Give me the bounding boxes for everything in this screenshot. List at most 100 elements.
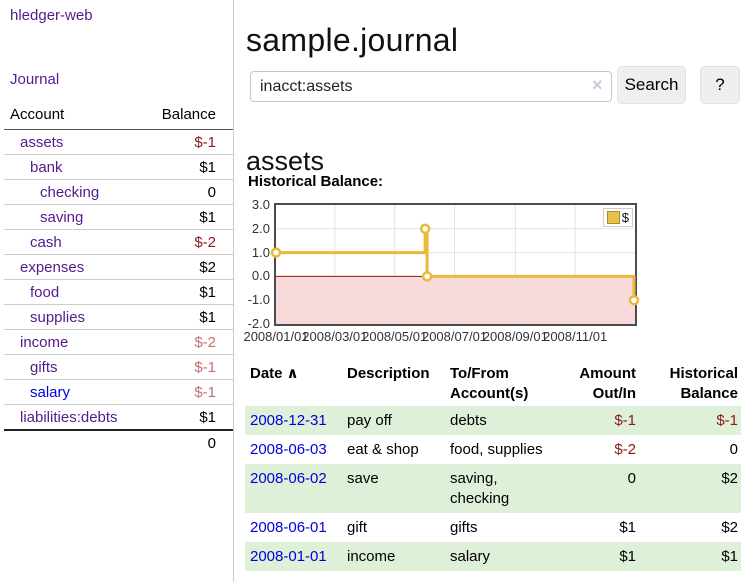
account-link-bank[interactable]: bank — [30, 159, 63, 176]
legend-swatch-icon — [606, 211, 620, 224]
data-point-marker — [421, 271, 433, 282]
x-axis-tick-label: 2008/07/01 — [421, 329, 488, 344]
x-axis-tick-label: 2008/05/01 — [362, 329, 428, 344]
x-axis-tick-label: 2008/03/01 — [302, 329, 368, 344]
account-balance: $1 — [199, 209, 216, 226]
account-row: gifts $-1 — [4, 354, 233, 380]
table-row: 2008-06-03 eat & shop food, supplies $-2 0 — [245, 435, 741, 464]
register-table: Date ∧ Description To/From Account(s) Amo… — [245, 360, 741, 571]
x-axis-tick-label: 2008/11/01 — [543, 329, 608, 344]
account-balance: $-1 — [194, 384, 216, 401]
table-row: 2008-12-31 pay off debts $-1 $-1 — [245, 406, 741, 435]
transaction-description: gift — [347, 519, 368, 536]
transaction-description: eat & shop — [347, 441, 419, 458]
transaction-accounts: gifts — [450, 519, 478, 536]
transaction-balance: $2 — [721, 470, 738, 487]
y-axis-tick-label: 1.0 — [251, 244, 270, 260]
account-row: food $1 — [4, 279, 233, 305]
y-axis-tick-label: 2.0 — [251, 220, 270, 236]
balance-column-header: Balance — [144, 103, 233, 130]
chart-heading: Historical Balance: — [248, 173, 384, 190]
account-link-food[interactable]: food — [30, 284, 60, 301]
account-row: supplies $1 — [4, 304, 233, 330]
search-input[interactable] — [250, 71, 612, 102]
account-row: checking 0 — [4, 179, 233, 205]
transaction-description: pay off — [347, 412, 392, 429]
account-row: income $-2 — [4, 329, 233, 355]
account-link-income[interactable]: income — [20, 334, 69, 351]
y-axis-tick-label: -2.0 — [247, 316, 270, 331]
account-row: salary $-1 — [4, 379, 233, 405]
transaction-accounts: salary — [450, 548, 491, 565]
account-balance: $-2 — [194, 234, 216, 251]
account-link-cash[interactable]: cash — [30, 234, 62, 251]
legend-label: $ — [621, 210, 629, 225]
sidebar-divider — [233, 0, 234, 582]
transaction-amount: $-1 — [614, 412, 636, 429]
total-spacer — [4, 430, 145, 455]
y-axis-tick-label: 0.0 — [251, 268, 270, 284]
transaction-amount: $-2 — [614, 441, 636, 458]
date-column-header[interactable]: Date ∧ — [250, 365, 299, 382]
account-row: cash $-2 — [4, 229, 233, 255]
account-row: expenses $2 — [4, 254, 233, 280]
sidebar-item-journal[interactable]: Journal — [10, 71, 60, 88]
account-balance: $-2 — [194, 334, 216, 351]
transaction-accounts: food, supplies — [450, 441, 543, 458]
transaction-amount: $1 — [619, 548, 636, 565]
account-link-liabilities:debts[interactable]: liabilities:debts — [20, 409, 118, 426]
account-balance: $1 — [199, 309, 216, 326]
account-balance: $1 — [199, 159, 216, 176]
transaction-date-link[interactable]: 2008-12-31 — [250, 412, 327, 429]
data-point-marker — [628, 294, 640, 306]
chart-legend: $ — [602, 208, 633, 227]
transaction-amount: 0 — [627, 470, 636, 487]
account-balance: 0 — [207, 184, 216, 201]
account-row: assets $-1 — [4, 130, 233, 155]
accounts-total-value: 0 — [207, 435, 216, 452]
account-link-gifts[interactable]: gifts — [30, 359, 58, 376]
description-column-header: Description — [347, 365, 430, 382]
account-balance: $2 — [199, 259, 216, 276]
account-row: bank $1 — [4, 154, 233, 180]
balance-column-header-register: Historical Balance — [669, 365, 738, 402]
y-axis-tick-label: 3.0 — [251, 197, 270, 212]
y-axis-tick-label: -1.0 — [247, 292, 270, 308]
sort-ascending-icon: ∧ — [286, 365, 299, 382]
account-link-checking[interactable]: checking — [40, 184, 100, 201]
account-link-supplies[interactable]: supplies — [30, 309, 86, 326]
account-link-expenses[interactable]: expenses — [20, 259, 85, 276]
transaction-balance: $1 — [721, 548, 738, 565]
table-row: 2008-06-02 save saving, checking 0 $2 — [245, 464, 741, 513]
transaction-balance: $-1 — [716, 412, 738, 429]
account-balance: $1 — [199, 284, 216, 301]
account-balance: $-1 — [194, 359, 216, 376]
transaction-date-link[interactable]: 2008-06-02 — [250, 470, 327, 487]
account-link-salary[interactable]: salary — [30, 384, 71, 401]
search-button[interactable]: Search — [617, 66, 686, 104]
account-balance: $1 — [199, 409, 216, 426]
accounts-total-row: 0 — [4, 430, 233, 455]
transaction-balance: $2 — [721, 519, 738, 536]
clear-search-icon[interactable]: × — [592, 75, 603, 95]
table-row: 2008-01-01 income salary $1 $1 — [245, 542, 741, 571]
accounts-column-header: To/From Account(s) — [450, 365, 529, 402]
transaction-date-link[interactable]: 2008-06-03 — [250, 441, 327, 458]
data-point-marker — [270, 247, 282, 258]
help-button[interactable]: ? — [700, 66, 740, 104]
accounts-balance-table: Account Balance assets $-1 bank $1 checking 0… — [4, 103, 233, 455]
brand-link[interactable]: hledger-web — [10, 7, 93, 24]
register-table-header: Date ∧ Description To/From Account(s) Amo… — [245, 360, 741, 406]
account-link-assets[interactable]: assets — [20, 134, 64, 151]
transaction-balance: 0 — [729, 441, 738, 458]
chart-plot-area: $ — [270, 203, 640, 326]
transaction-accounts: debts — [450, 412, 487, 429]
transaction-date-link[interactable]: 2008-01-01 — [250, 548, 327, 565]
account-column-header: Account — [4, 103, 145, 130]
transaction-accounts: saving, checking — [450, 470, 510, 507]
account-link-saving[interactable]: saving — [40, 209, 84, 226]
transaction-description: save — [347, 470, 379, 487]
amount-column-header: Amount Out/In — [579, 365, 636, 402]
accounts-table-body: assets $-1 bank $1 checking 0 saving $1 cash $-2 e… — [4, 130, 233, 431]
transaction-date-link[interactable]: 2008-06-01 — [250, 519, 327, 536]
